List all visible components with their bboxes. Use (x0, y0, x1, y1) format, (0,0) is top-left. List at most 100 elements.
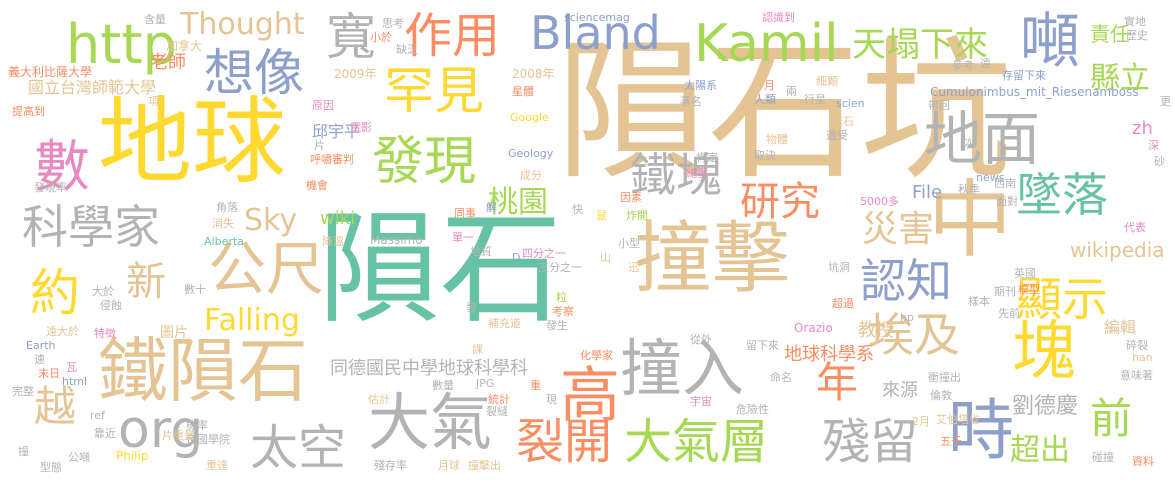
word-html: html (62, 375, 88, 388)
word-邱宇平: 邱宇平 (312, 122, 361, 141)
word-縣立: 縣立 (1090, 61, 1150, 96)
word-新: 新 (126, 259, 166, 305)
word-Falling: Falling (204, 303, 300, 338)
word-太空: 太空 (250, 420, 347, 476)
word-遠: 遠 (980, 57, 991, 70)
word-大於: 大於 (92, 285, 114, 298)
word-災害: 災害 (862, 209, 935, 250)
word-兩: 兩 (786, 85, 797, 98)
word-超出: 超出 (1010, 433, 1070, 468)
word-成分: 成分 (520, 169, 542, 182)
word-前: 前 (1090, 394, 1133, 443)
word-作用: 作用 (404, 8, 501, 64)
word-數十: 數十 (184, 283, 206, 296)
word-約: 約 (30, 264, 80, 322)
word-發: 發 (466, 301, 477, 314)
word-期刊: 期刊 (994, 285, 1016, 298)
word-存留下來: 存留下來 (1002, 69, 1046, 82)
word-5000多: 5000多 (860, 195, 899, 208)
word-2月: 2月 (912, 415, 930, 428)
word-遭受: 遭受 (826, 129, 848, 142)
word-Massimo: Massimo (370, 233, 423, 247)
word-塊: 塊 (1012, 315, 1076, 389)
word-單一: 單一 (452, 231, 474, 244)
word-歷史: 歷史 (1126, 29, 1148, 42)
word-高: 高 (560, 361, 620, 431)
word-宇宙: 宇宙 (690, 395, 712, 408)
word-責任: 責任 (1090, 22, 1130, 46)
word-侵蝕: 侵蝕 (100, 299, 122, 312)
word-來源: 來源 (882, 380, 918, 401)
word-2008年: 2008年 (512, 67, 555, 81)
word-物體: 物體 (766, 133, 788, 146)
word-File: File (912, 182, 943, 203)
word-Cumulonimbus_mit_Riesenamboss: Cumulonimbus_mit_Riesenamboss (930, 85, 1139, 99)
word-深: 深 (1148, 139, 1159, 152)
word-撞擊: 撞擊 (634, 214, 791, 304)
word-重: 重 (530, 379, 541, 392)
word-撞入: 撞入 (620, 332, 745, 405)
word-秋季: 秋季 (958, 183, 980, 196)
word-認識到: 認識到 (762, 11, 795, 24)
word-國立台灣師範大學: 國立台灣師範大學 (28, 78, 157, 97)
word-命名: 命名 (770, 371, 792, 384)
word-裂縫: 裂縫 (486, 405, 508, 418)
word-org: org (118, 400, 204, 460)
word-樣本: 樣本 (968, 295, 990, 308)
word-末日: 末日 (38, 367, 60, 380)
word-面對: 面對 (996, 195, 1018, 208)
word-鐵塊: 鐵塊 (630, 148, 722, 202)
word-認知: 認知 (860, 254, 952, 308)
word-迅: 迅 (628, 261, 639, 274)
word-化學家: 化學家 (580, 349, 613, 362)
word-地質: 地質 (470, 245, 492, 258)
word-炸開: 炸開 (626, 209, 648, 222)
word-數: 數 (34, 135, 90, 200)
word-han: han (1132, 351, 1153, 364)
word-時: 時 (948, 392, 1014, 469)
word-發現: 發現 (372, 132, 477, 192)
word-想像: 想像 (204, 44, 304, 102)
word-西南: 西南 (994, 177, 1016, 190)
word-課: 課 (472, 343, 483, 356)
word-編輯: 編輯 (1104, 318, 1137, 337)
word-義大利比薩大學: 義大利比薩大學 (8, 65, 93, 79)
word-項: 項 (148, 95, 159, 108)
word-顯示: 顯示 (1016, 272, 1108, 326)
word-公噸: 公噸 (68, 451, 90, 464)
word-殘留: 殘留 (822, 414, 919, 470)
word-鼠: 鼠 (596, 209, 607, 222)
word-靠近: 靠近 (94, 427, 116, 440)
word-圖片: 圖片 (160, 325, 188, 341)
word-教授: 教授 (858, 320, 894, 341)
word-人類: 人類 (754, 93, 776, 106)
word-隕石: 隕石 (318, 198, 562, 340)
word-補充道: 補充道 (488, 317, 521, 330)
word-解: 解 (486, 201, 497, 214)
word-撞擊出: 撞擊出 (468, 459, 501, 472)
word-遠大於: 遠大於 (46, 325, 79, 338)
word-news: news (976, 171, 1005, 184)
word-倫敦: 倫敦 (930, 389, 952, 402)
word-型態: 型態 (40, 461, 62, 474)
word-月球: 月球 (438, 459, 460, 472)
word-ref: ref (90, 409, 105, 422)
word-D: D (512, 251, 521, 264)
word-因素: 因素 (620, 191, 642, 204)
word-呼嘯審判: 呼嘯審判 (310, 153, 354, 166)
word-hp: hp (900, 311, 914, 324)
word-五千: 五千 (940, 435, 962, 448)
word-電影: 電影 (350, 121, 372, 134)
word-地球: 地球 (98, 88, 287, 197)
word-缺乏: 缺乏 (396, 43, 418, 56)
word-危險性: 危險性 (736, 403, 769, 416)
word-衝撞出: 衝撞出 (928, 371, 961, 384)
word-英國: 英國 (1014, 267, 1036, 280)
word-考察: 考察 (552, 305, 574, 318)
word-現: 現 (546, 393, 557, 406)
word-三分之一: 三分之一 (538, 261, 582, 274)
word-發生: 發生 (546, 319, 568, 332)
word-行星: 行星 (804, 93, 826, 106)
word-地面: 地面 (924, 105, 1041, 173)
